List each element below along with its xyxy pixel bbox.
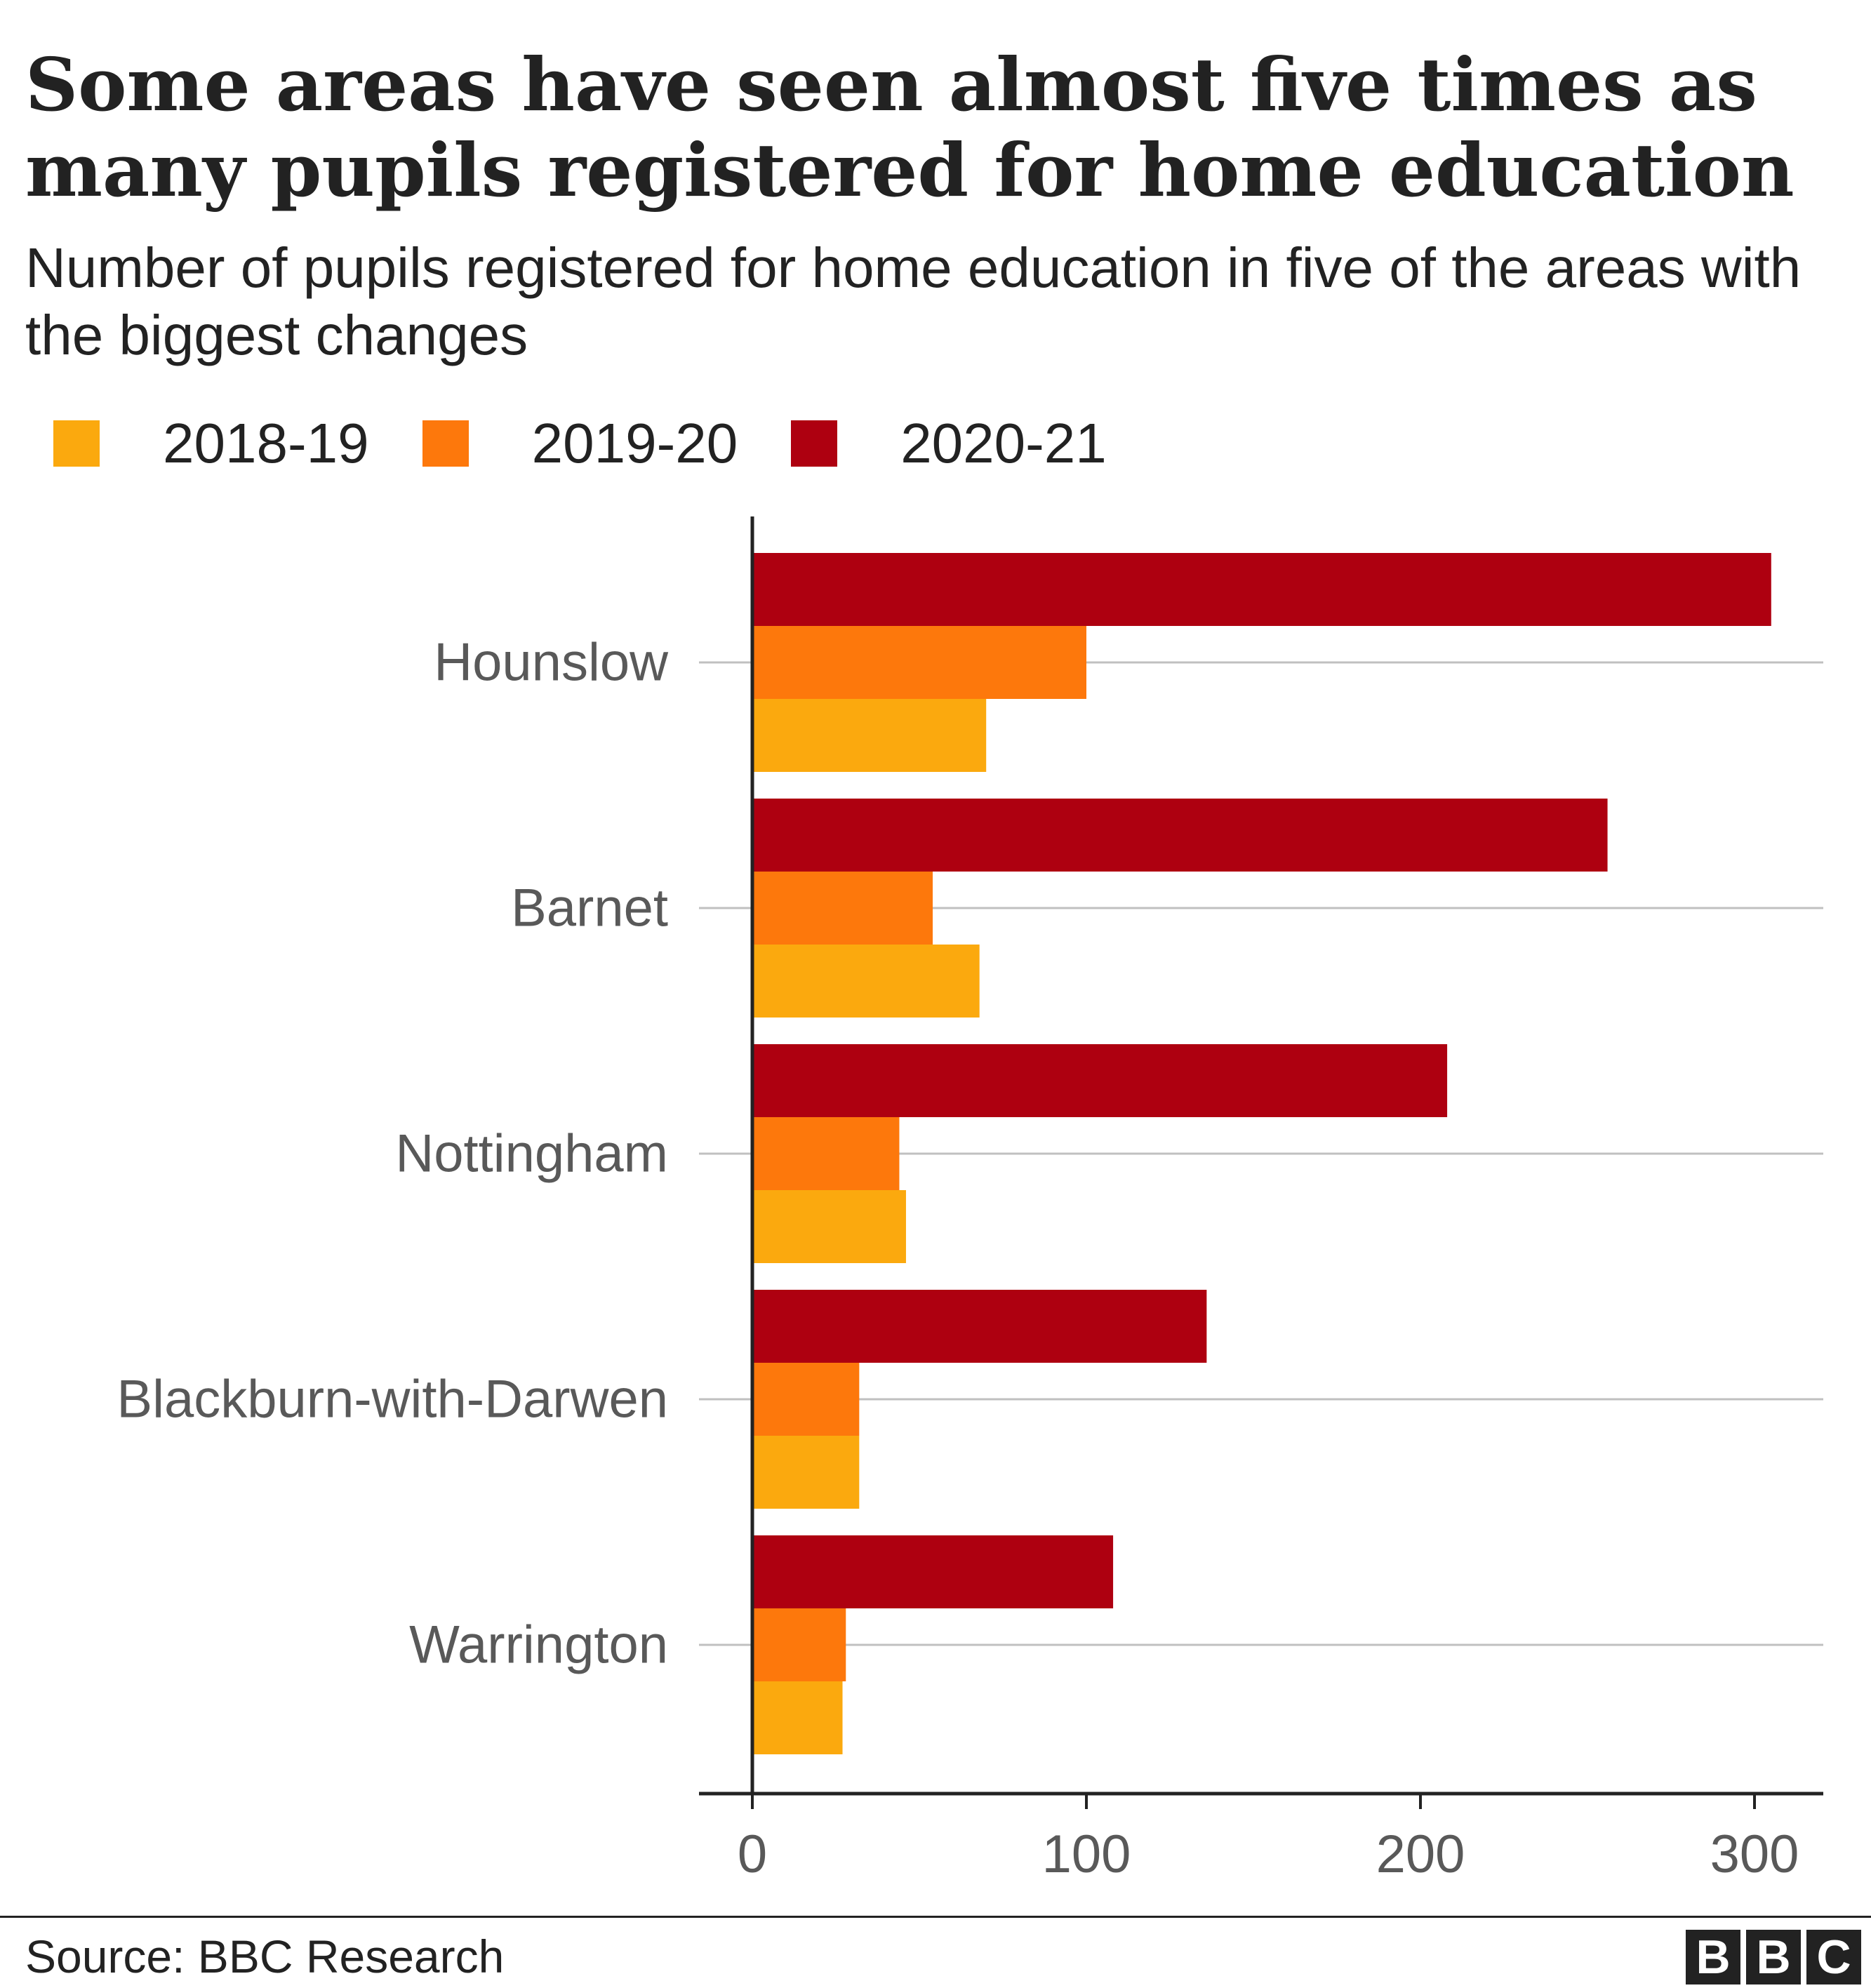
x-tick-label: 200 [1376,1824,1465,1884]
legend-item-2018-19: 2018-19 [53,411,369,476]
bar [752,1190,906,1263]
legend-swatch-2019-20 [422,420,469,467]
bar [752,1535,1114,1608]
category-label: Blackburn-with-Darwen [116,1370,668,1429]
bar [752,1681,843,1754]
bbc-logo-block: B [1746,1930,1801,1984]
category-label: Hounslow [434,633,669,693]
bbc-logo: B B C [1680,1930,1861,1984]
source-note: Source: BBC Research [25,1930,505,1982]
legend-item-2020-21: 2020-21 [791,411,1107,476]
bar [752,1363,860,1436]
legend-label-2018-19: 2018-19 [163,412,369,474]
bar [752,1436,860,1509]
bar [752,872,933,945]
bbc-logo-block: C [1806,1930,1861,1984]
bar [752,1044,1448,1117]
x-tick-label: 0 [738,1824,767,1884]
legend: 2018-19 2019-20 2020-21 [53,408,1160,479]
category-label: Warrington [409,1615,668,1675]
category-label: Nottingham [395,1124,668,1184]
x-tick-label: 100 [1042,1824,1131,1884]
bar [752,626,1086,699]
category-label: Barnet [511,879,668,938]
bar [752,1290,1207,1363]
chart-title: Some areas have seen almost five times a… [25,41,1795,213]
bar [752,1117,900,1190]
bar [752,799,1608,872]
chart-subtitle: Number of pupils registered for home edu… [25,236,1802,366]
x-tick-label: 300 [1710,1824,1799,1884]
legend-label-2019-20: 2019-20 [531,412,738,474]
legend-swatch-2018-19 [53,420,100,467]
legend-item-2019-20: 2019-20 [422,411,738,476]
footer-divider [0,1916,1871,1918]
bbc-logo-block: B [1686,1930,1740,1984]
bar [752,553,1771,626]
legend-label-2020-21: 2020-21 [900,412,1107,474]
bar [752,1608,846,1681]
bar [752,945,980,1018]
bar [752,699,987,772]
legend-swatch-2020-21 [791,420,838,467]
